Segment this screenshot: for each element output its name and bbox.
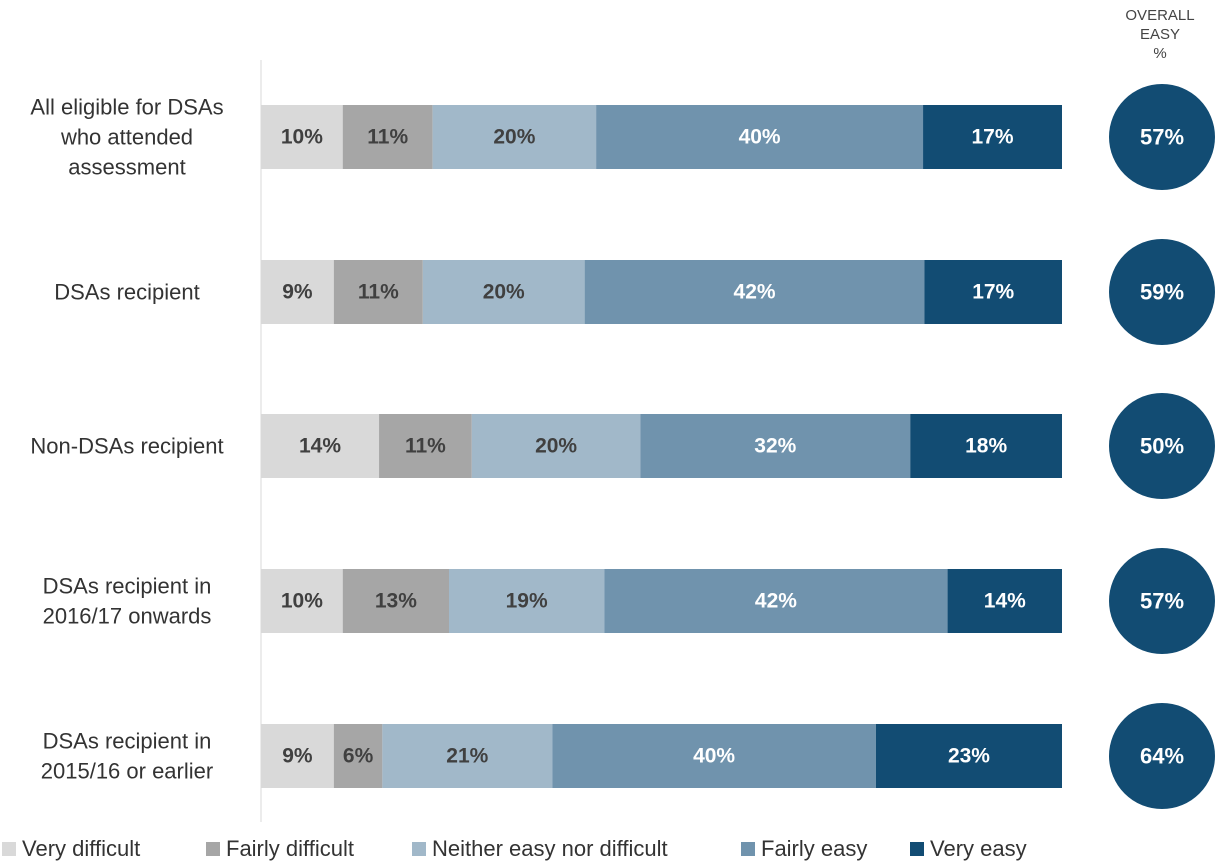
data-label: 10% — [281, 126, 323, 149]
bar-segment — [471, 414, 641, 478]
category-label: 2015/16 or earlier — [41, 759, 213, 784]
stacked-bar-chart: All eligible for DSAs who attended assessm… — [30, 60, 1215, 822]
data-label: 11% — [405, 435, 446, 458]
legend-item-neither: Neither easy nor difficult — [412, 836, 668, 862]
bar-segment — [261, 569, 343, 633]
chart-legend: Very difficult Fairly difficult Neither … — [0, 836, 1215, 865]
bar-segment — [382, 724, 553, 788]
data-label: 19% — [506, 590, 548, 613]
data-label: 42% — [755, 590, 797, 613]
data-label: 20% — [483, 281, 525, 304]
bar-segment — [596, 105, 924, 169]
legend-item-fairly-difficult: Fairly difficult — [206, 836, 354, 862]
overall-easy-value: 50% — [1140, 434, 1184, 459]
bar-segment — [261, 260, 334, 324]
data-label: 9% — [282, 745, 313, 768]
data-label: 40% — [693, 745, 735, 768]
overall-header-line-2: EASY — [1139, 26, 1181, 43]
category-label: 2016/17 onwards — [43, 604, 212, 629]
data-label: 23% — [948, 745, 990, 768]
legend-swatch-very-difficult — [2, 842, 16, 856]
data-label: 20% — [535, 435, 577, 458]
overall-easy-circle — [1109, 239, 1215, 345]
bar-segment — [333, 260, 423, 324]
overall-easy-circle — [1109, 703, 1215, 809]
overall-easy-value: 57% — [1140, 125, 1184, 150]
bar-segment — [342, 105, 433, 169]
overall-easy-value: 59% — [1140, 280, 1184, 305]
data-label: 11% — [358, 281, 399, 304]
data-label: 17% — [972, 281, 1014, 304]
legend-label-fairly-difficult: Fairly difficult — [226, 836, 354, 861]
legend-swatch-very-easy — [910, 842, 924, 856]
legend-item-very-easy: Very easy — [910, 836, 1027, 862]
legend-item-very-difficult: Very difficult — [2, 836, 140, 862]
overall-easy-value: 64% — [1140, 744, 1184, 769]
bar-segment — [584, 260, 925, 324]
data-label: 11% — [367, 126, 408, 149]
data-label: 6% — [343, 745, 374, 768]
overall-easy-header: OVERALL EASY % — [1105, 6, 1215, 63]
legend-label-very-easy: Very easy — [930, 836, 1027, 861]
bar-segment — [261, 724, 334, 788]
category-label: DSAs recipient — [54, 280, 200, 305]
bar-segment — [422, 260, 585, 324]
overall-easy-value: 57% — [1140, 589, 1184, 614]
bar-segment — [604, 569, 948, 633]
bar-segment — [448, 569, 605, 633]
category-label: All eligible for DSAs — [30, 95, 223, 120]
data-label: 18% — [965, 435, 1007, 458]
data-label: 13% — [375, 590, 417, 613]
bar-segment — [924, 260, 1062, 324]
bar-segment — [552, 724, 876, 788]
bar-segment — [261, 105, 343, 169]
category-label: DSAs recipient in — [43, 574, 212, 599]
legend-swatch-fairly-difficult — [206, 842, 220, 856]
legend-label-neither: Neither easy nor difficult — [432, 836, 668, 861]
data-label: 40% — [739, 126, 781, 149]
bar-segment — [432, 105, 597, 169]
legend-swatch-neither — [412, 842, 426, 856]
overall-easy-circle — [1109, 548, 1215, 654]
bar-segment — [640, 414, 911, 478]
bar-segment — [261, 414, 380, 478]
data-label: 14% — [299, 435, 341, 458]
data-label: 42% — [734, 281, 776, 304]
bar-segment — [947, 569, 1062, 633]
data-label: 10% — [281, 590, 323, 613]
overall-header-line-3: % — [1153, 45, 1167, 62]
category-label: who attended — [60, 125, 193, 150]
legend-label-fairly-easy: Fairly easy — [761, 836, 868, 861]
legend-label-very-difficult: Very difficult — [22, 836, 141, 861]
data-label: 20% — [493, 126, 535, 149]
category-label: assessment — [68, 155, 185, 180]
legend-item-fairly-easy: Fairly easy — [741, 836, 867, 862]
bar-segment — [342, 569, 449, 633]
overall-easy-circle — [1109, 393, 1215, 499]
bar-segment — [910, 414, 1062, 478]
overall-easy-circle — [1109, 84, 1215, 190]
data-label: 32% — [754, 435, 796, 458]
data-label: 14% — [984, 590, 1026, 613]
category-label: DSAs recipient in — [43, 729, 212, 754]
data-label: 9% — [282, 281, 313, 304]
bar-segment — [379, 414, 472, 478]
data-label: 17% — [972, 126, 1014, 149]
bar-segment — [875, 724, 1062, 788]
legend-swatch-fairly-easy — [741, 842, 755, 856]
bar-segment — [923, 105, 1062, 169]
overall-header-line-1: OVERALL — [1125, 7, 1195, 24]
category-label: Non-DSAs recipient — [30, 434, 223, 459]
data-label: 21% — [446, 745, 488, 768]
bar-segment — [333, 724, 383, 788]
